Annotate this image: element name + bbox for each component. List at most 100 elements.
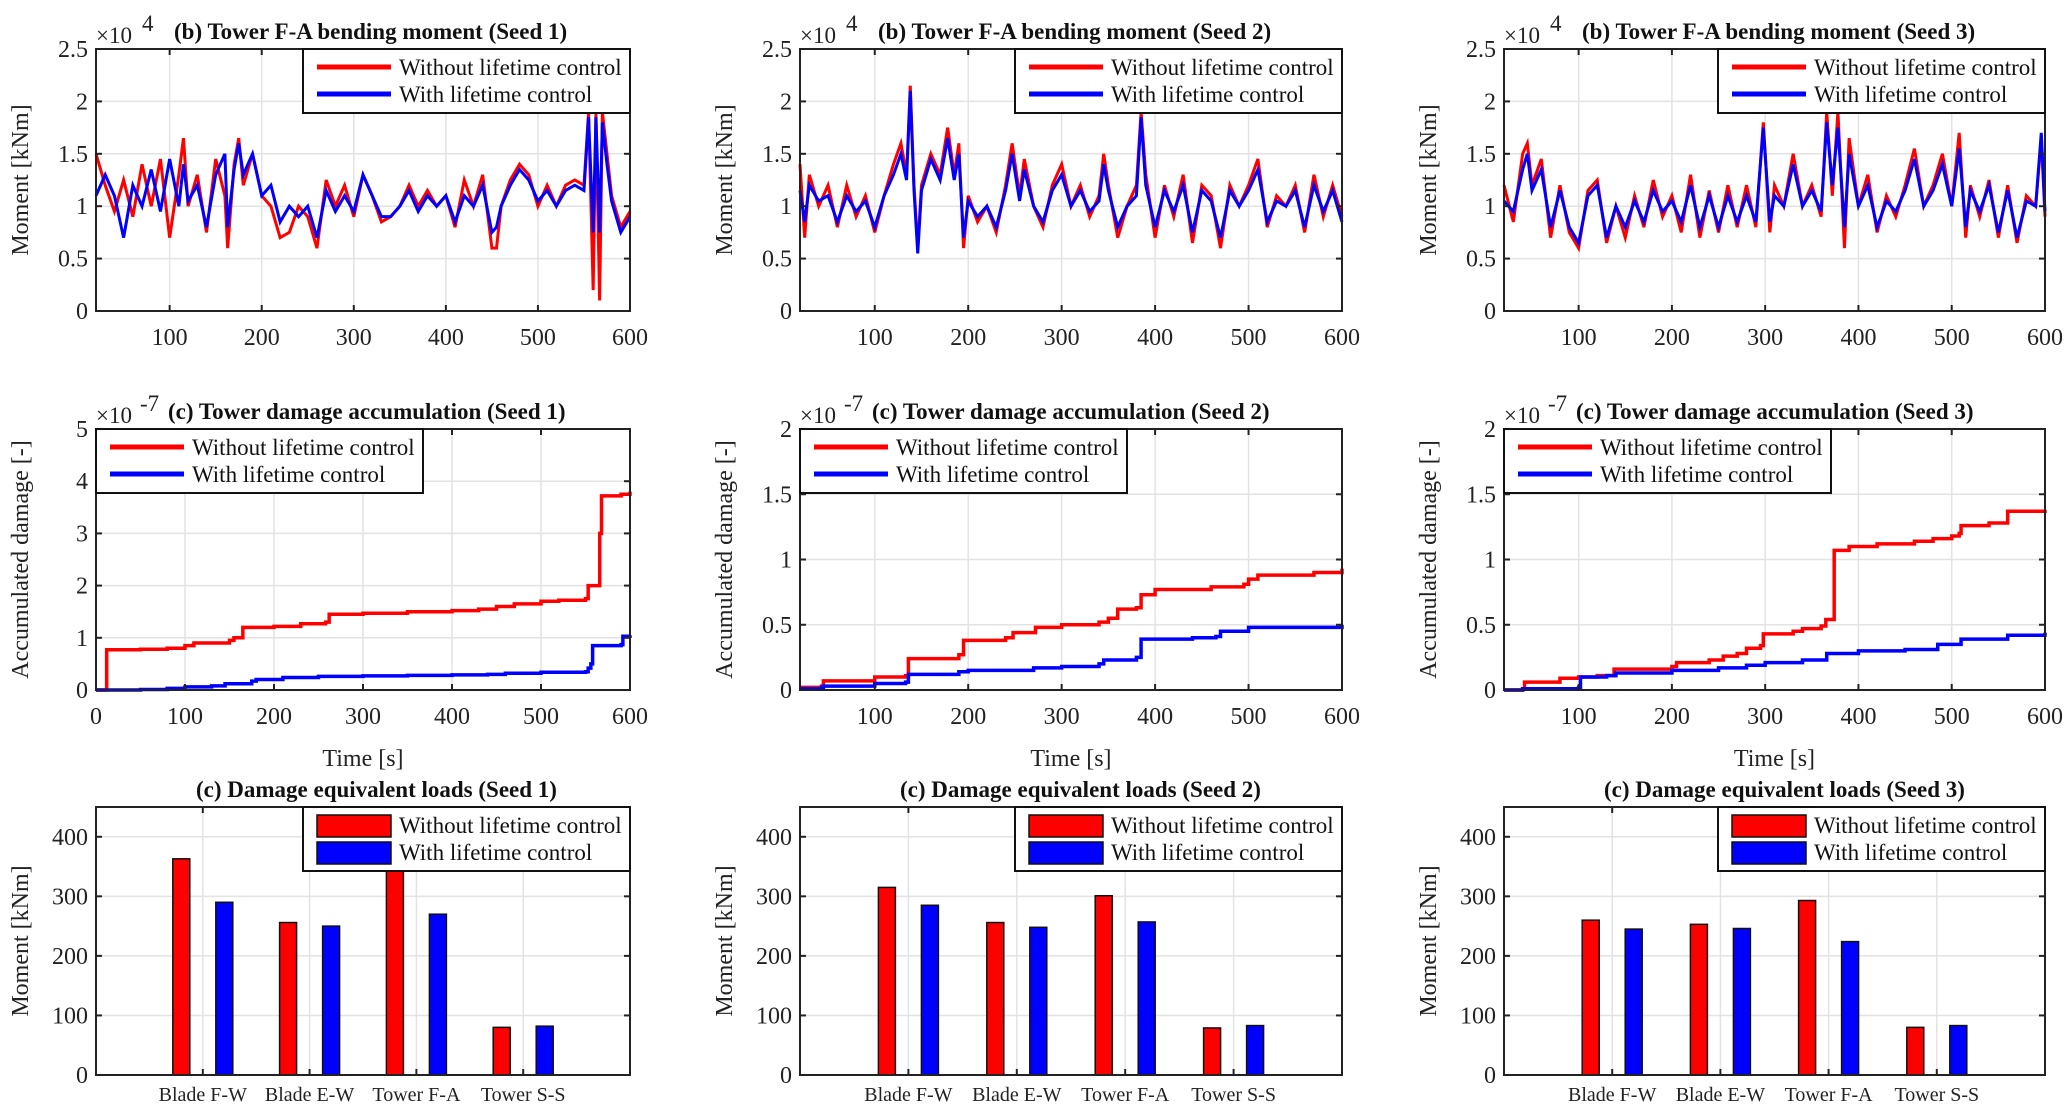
y-tick-label: 0.5 — [1466, 247, 1496, 273]
chart-damage-seed1: 0 100 200 300 400 500 600 0 1 2 3 4 5 ×10 -7 (c) Tower … — [8, 391, 648, 772]
legend-label-without: Without lifetime control — [192, 435, 415, 460]
legend-label-with: With lifetime control — [896, 462, 1089, 487]
y-tick-label: 1 — [780, 548, 792, 574]
bar-with-blade-f-w — [1624, 928, 1643, 1076]
y-exponent-power: -7 — [140, 391, 159, 416]
y-tick-label: 0 — [1484, 299, 1496, 325]
y-tick-label: 1 — [76, 626, 88, 652]
y-axis-label: Accumulated damage [-] — [1416, 440, 1442, 679]
x-tick-label: Tower S-S — [1191, 1084, 1276, 1106]
x-axis-label: Time [s] — [1030, 746, 1111, 772]
legend-swatch-with — [1028, 841, 1104, 865]
x-tick-label: Blade E-W — [972, 1084, 1062, 1106]
x-tick-label: 100 — [857, 704, 893, 730]
y-tick-label: 0 — [1484, 1063, 1496, 1089]
y-exponent-power: 4 — [1550, 11, 1562, 36]
bar-without-blade-e-w — [1689, 923, 1709, 1076]
series-line-without — [800, 568, 1344, 690]
bar-without-tower-s-s — [1202, 1027, 1222, 1076]
x-tick-label: 100 — [1561, 704, 1597, 730]
x-tick-label: Blade E-W — [265, 1084, 355, 1106]
x-tick-label: 400 — [1137, 704, 1173, 730]
legend-box — [95, 428, 424, 494]
legend-box — [799, 428, 1128, 494]
y-tick-label: 2 — [76, 89, 88, 115]
y-tick-label: 1 — [1484, 548, 1496, 574]
y-exponent-power: -7 — [1548, 391, 1567, 416]
x-tick-label: Blade F-W — [159, 1084, 247, 1106]
y-tick-label: 0.5 — [762, 247, 792, 273]
y-tick-label: 0.5 — [58, 247, 88, 273]
legend-label-with: With lifetime control — [1814, 82, 2007, 107]
legend-label-with: With lifetime control — [1111, 82, 1304, 107]
chart-title: (c) Damage equivalent loads (Seed 1) — [196, 777, 557, 802]
x-tick-label: 600 — [1324, 325, 1360, 351]
x-tick-label: 300 — [1747, 704, 1783, 730]
chart-title: (b) Tower F-A bending moment (Seed 2) — [878, 19, 1271, 44]
y-tick-label: 0 — [780, 299, 792, 325]
y-axis-label: Moment [kNm] — [712, 865, 738, 1016]
x-tick-label: 400 — [1137, 325, 1173, 351]
legend-label-without: Without lifetime control — [1111, 55, 1334, 80]
y-tick-label: 200 — [1460, 944, 1496, 970]
bar-with-blade-e-w — [1029, 926, 1048, 1076]
bar-without-blade-f-w — [877, 886, 897, 1076]
x-tick-label: 500 — [1934, 704, 1970, 730]
y-tick-label: 400 — [52, 825, 88, 851]
y-tick-label: 3 — [76, 521, 88, 547]
legend-label-with: With lifetime control — [399, 82, 592, 107]
bar-with-tower-s-s — [1949, 1024, 1968, 1076]
y-tick-label: 1 — [1484, 194, 1496, 220]
bar-without-blade-f-w — [1581, 919, 1600, 1076]
bar-without-tower-s-s — [492, 1026, 511, 1076]
y-tick-label: 2 — [1484, 89, 1496, 115]
x-tick-label: 500 — [523, 704, 559, 730]
x-tick-label: 300 — [345, 704, 381, 730]
legend-label-with: With lifetime control — [1111, 840, 1304, 865]
chart-damage-seed2: 100 200 300 400 500 600 0 0.5 1 1.5 2 ×10 -7 (c) Towe… — [712, 391, 1360, 772]
legend-label-without: Without lifetime control — [1600, 435, 1823, 460]
legend-box — [1503, 428, 1832, 494]
y-tick-label: 0 — [76, 678, 88, 704]
y-tick-label: 0 — [1484, 678, 1496, 704]
chart-moment-seed1: 100 200 300 400 500 600 0 0.5 1 1.5 2 2.5 ×10 4 (b) To… — [8, 11, 648, 351]
y-tick-label: 100 — [756, 1003, 792, 1029]
y-tick-label: 0 — [780, 678, 792, 704]
x-tick-label: 100 — [857, 325, 893, 351]
x-axis-label: Time [s] — [1734, 746, 1815, 772]
bar-with-blade-f-w — [215, 901, 234, 1076]
bar-with-tower-f-a — [1840, 940, 1860, 1076]
x-tick-label: 600 — [1324, 704, 1360, 730]
x-tick-label: 200 — [950, 704, 986, 730]
y-exponent-base: ×10 — [800, 403, 836, 428]
y-tick-label: 300 — [52, 884, 88, 910]
y-tick-label: 400 — [756, 825, 792, 851]
legend-label-with: With lifetime control — [1600, 462, 1793, 487]
x-tick-label: 600 — [612, 704, 648, 730]
bar-with-blade-f-w — [920, 904, 940, 1076]
x-tick-label: 600 — [612, 325, 648, 351]
x-tick-label: Tower F-A — [1785, 1084, 1874, 1106]
y-tick-label: 300 — [756, 884, 792, 910]
series-line-with — [800, 624, 1344, 691]
legend-label-without: Without lifetime control — [1814, 55, 2037, 80]
y-tick-label: 1.5 — [1466, 142, 1496, 168]
y-exponent-base: ×10 — [1504, 23, 1540, 48]
x-tick-label: 600 — [2027, 325, 2063, 351]
x-tick-label: 200 — [256, 704, 292, 730]
x-tick-label: 100 — [152, 325, 188, 351]
y-axis-label: Accumulated damage [-] — [712, 440, 738, 679]
y-axis-label: Moment [kNm] — [712, 104, 738, 255]
x-tick-label: 200 — [244, 325, 280, 351]
x-tick-label: 100 — [167, 704, 203, 730]
bar-without-blade-e-w — [278, 921, 298, 1076]
chart-title: (c) Tower damage accumulation (Seed 3) — [1576, 399, 1974, 424]
legend-label-without: Without lifetime control — [896, 435, 1119, 460]
y-exponent-power: 4 — [142, 11, 154, 36]
bar-with-tower-f-a — [428, 913, 448, 1076]
y-tick-label: 2.5 — [58, 37, 88, 63]
x-tick-label: 300 — [1044, 325, 1080, 351]
legend-label-with: With lifetime control — [1814, 840, 2007, 865]
